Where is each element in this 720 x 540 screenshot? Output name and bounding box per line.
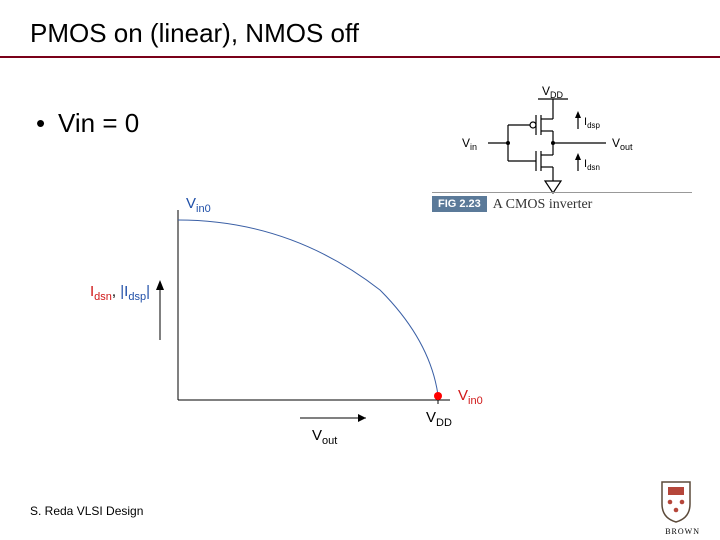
- bullet-vin: Vin = 0: [58, 108, 139, 139]
- curve-label-vin0: Vin0: [186, 195, 211, 215]
- cmos-inverter-schematic: VDD Vin Vout Idsp Idsn: [438, 85, 668, 205]
- footer-text: S. Reda VLSI Design: [30, 504, 143, 518]
- label-idsp: Idsp: [584, 116, 601, 130]
- curve-vin0: [178, 220, 438, 395]
- fig-caption: FIG 2.23 A CMOS inverter: [432, 196, 592, 213]
- iv-chart: Vin0 Vin0 VDD Vout Idsn, |Idsp|: [90, 190, 510, 460]
- label-vout: Vout: [612, 136, 633, 152]
- brown-logo: [654, 478, 698, 526]
- brown-logo-text: BROWN: [665, 527, 700, 536]
- title-underline: [0, 56, 720, 58]
- x-axis-arrowhead: [358, 414, 366, 422]
- y-axis-arrowhead: [156, 280, 164, 290]
- x-axis-label: Vout: [312, 427, 337, 447]
- operating-point-label: Vin0: [458, 387, 483, 407]
- fig-caption-text: A CMOS inverter: [493, 197, 593, 212]
- slide: PMOS on (linear), NMOS off Vin = 0 Vin0 …: [0, 0, 720, 540]
- slide-title: PMOS on (linear), NMOS off: [30, 18, 359, 49]
- fig-divider: [432, 192, 692, 193]
- node-vin: [506, 141, 510, 145]
- label-vin: Vin: [462, 136, 477, 152]
- node-vout: [551, 141, 555, 145]
- crest-dot: [668, 500, 673, 505]
- crest-top: [668, 487, 684, 495]
- crest-dot: [680, 500, 685, 505]
- label-vdd: VDD: [542, 85, 564, 100]
- label-idsn: Idsn: [584, 158, 600, 172]
- crest-dot: [674, 508, 679, 513]
- x-tick-vdd: VDD: [426, 409, 452, 429]
- operating-point: [434, 392, 442, 400]
- fig-badge: FIG 2.23: [432, 196, 487, 212]
- y-axis-label: Idsn, |Idsp|: [90, 283, 150, 303]
